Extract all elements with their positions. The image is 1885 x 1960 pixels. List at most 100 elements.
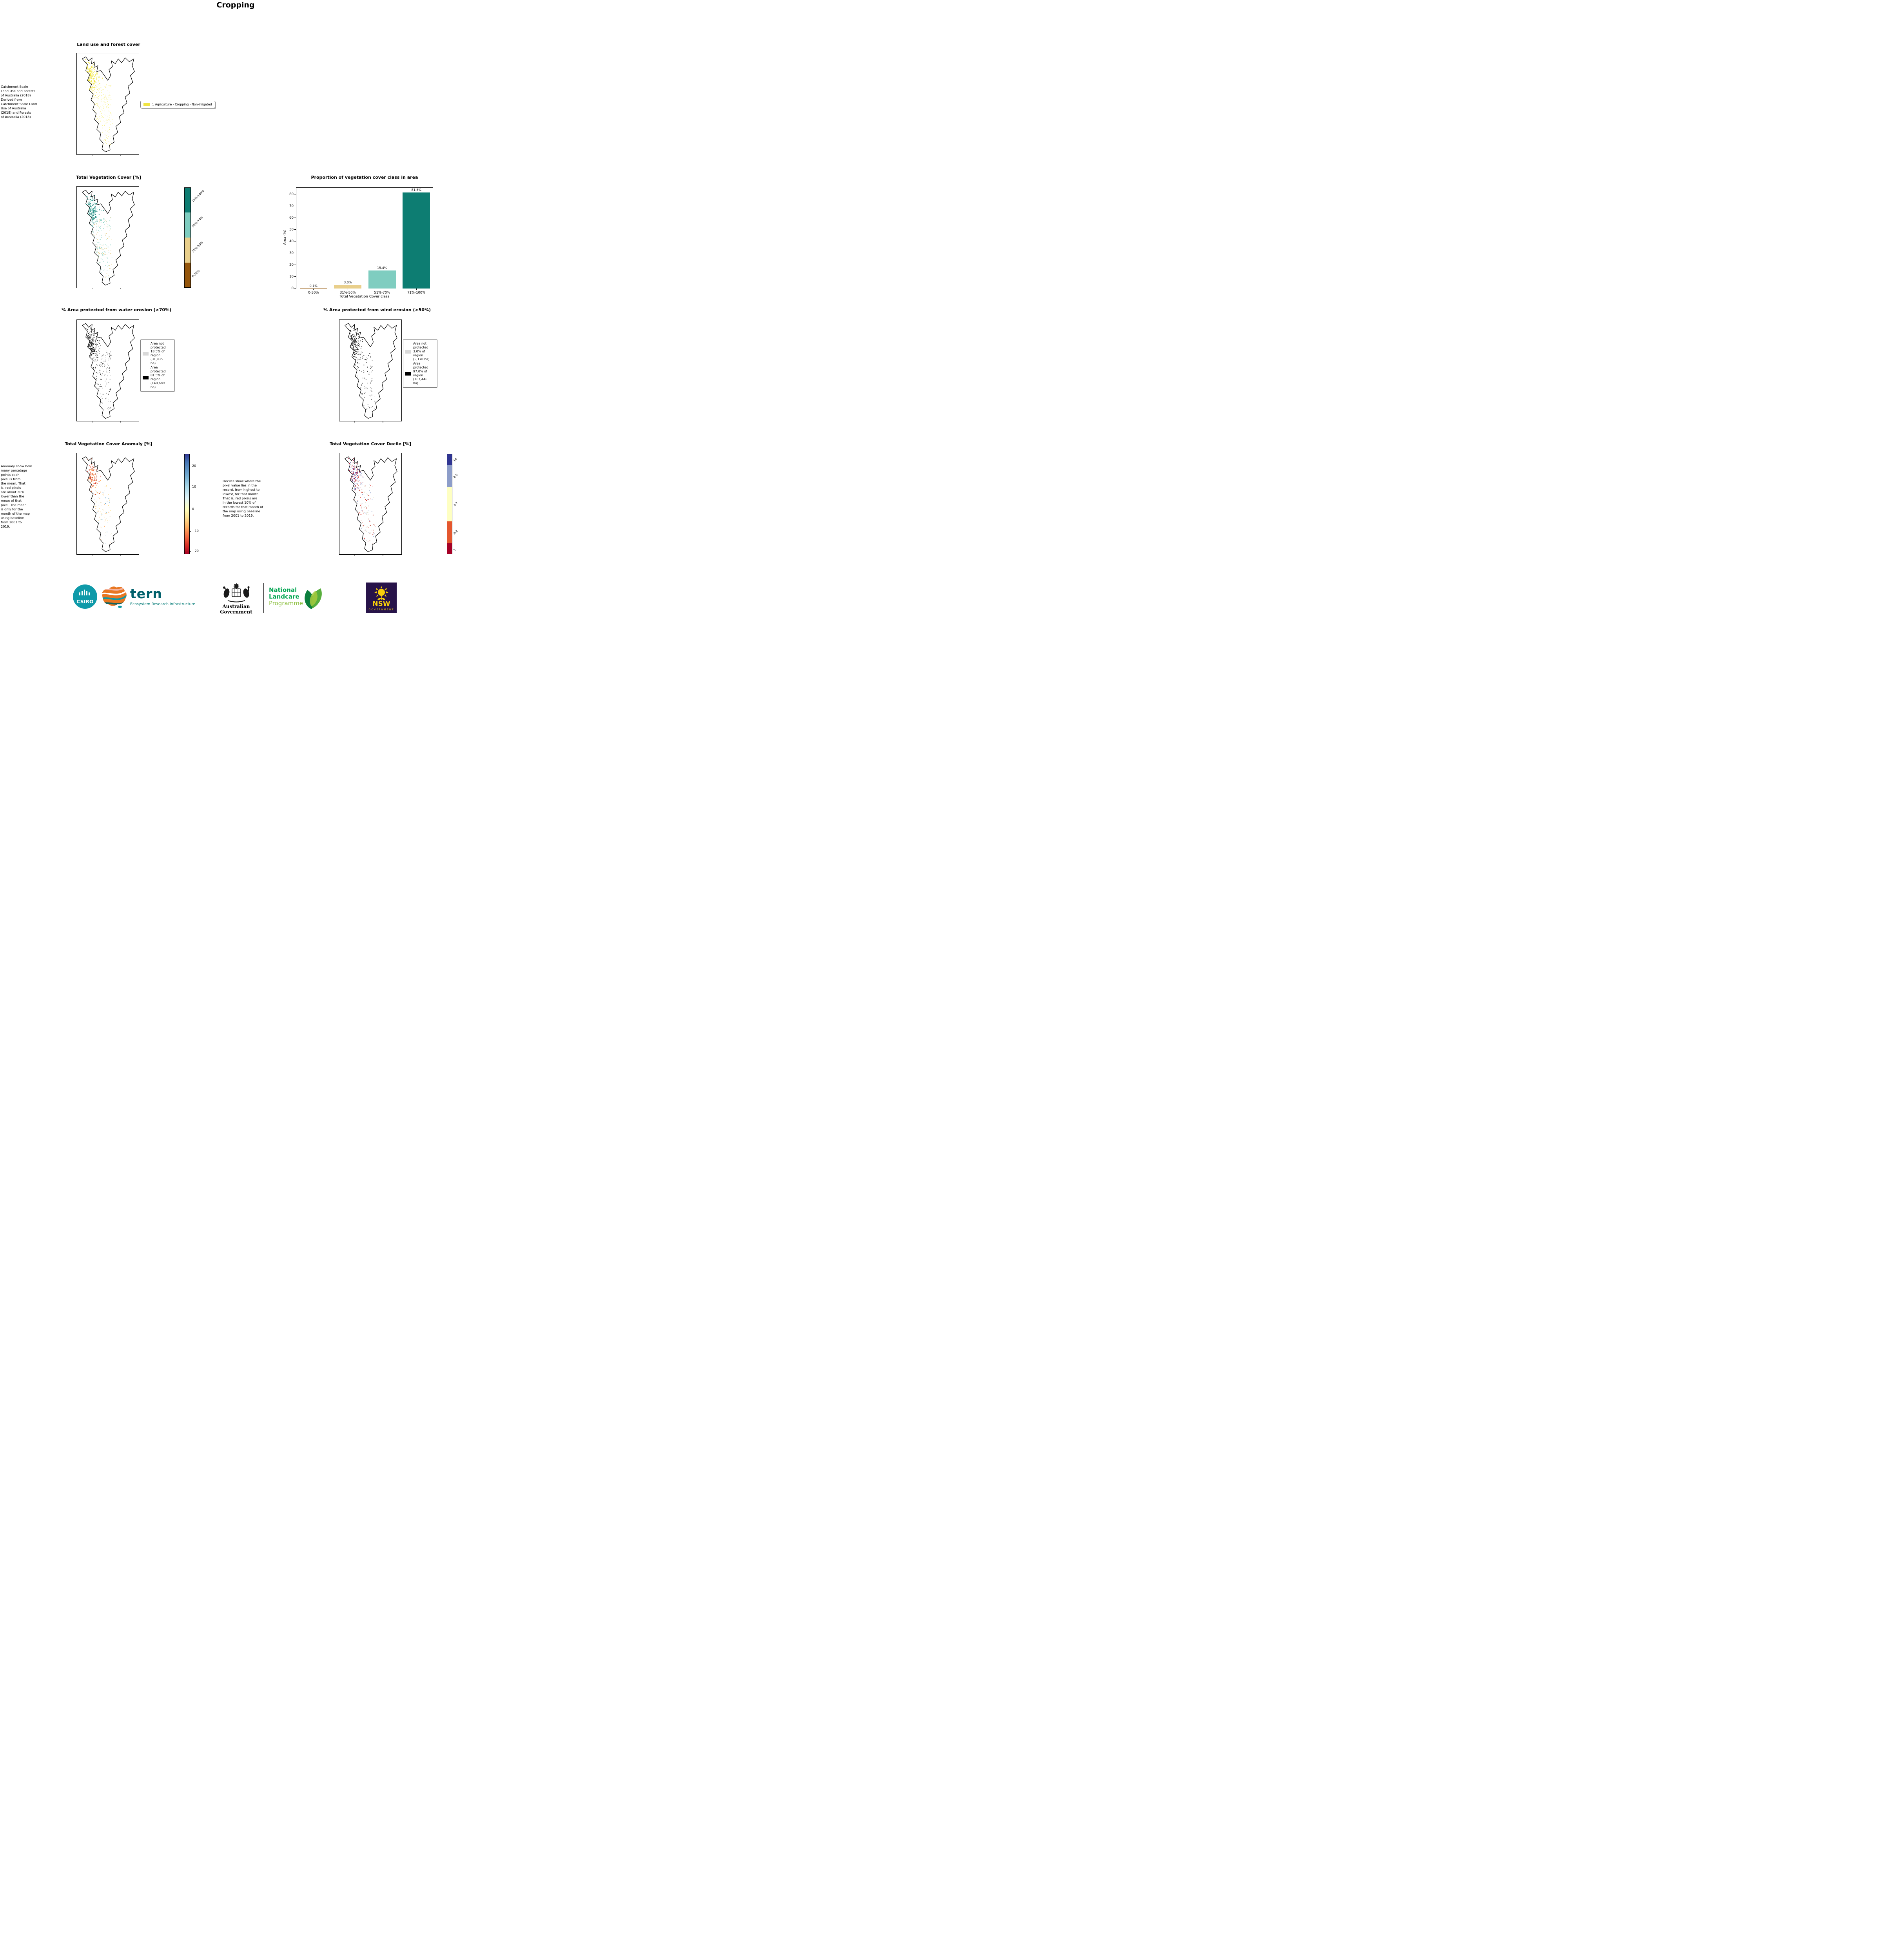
- colorbar-class-label: 31%-50%: [191, 240, 204, 253]
- map-frame: [76, 186, 139, 288]
- proportion-chart-title: Proportion of vegetation cover class in …: [311, 175, 418, 180]
- map-frame: [76, 319, 139, 421]
- anomaly-map: [76, 453, 139, 556]
- y-tick-mark: [294, 229, 296, 230]
- colorbar-frame: [447, 454, 452, 554]
- bar-71%-100%: [403, 192, 430, 289]
- x-tick-label: 71%-100%: [407, 291, 426, 295]
- map-speckles: [85, 327, 112, 412]
- colorbar-segment: [447, 465, 452, 487]
- colorbar-segment: [447, 521, 452, 543]
- legend-entry: Area not protected 3.0% of region (5,178…: [405, 342, 435, 361]
- anomaly-colorbar: 20 10 0 −10 −20: [184, 454, 199, 554]
- colorbar-segment: [184, 238, 191, 263]
- legend-entry: Area not protected 18.5% of region (31,9…: [143, 342, 172, 365]
- catchment-boundary: [82, 456, 135, 552]
- colorbar-tick-label: −20: [192, 549, 199, 553]
- colorbar-frame: [184, 187, 191, 288]
- wind-panel-title: % Area protected from wind erosion (>50%…: [323, 307, 431, 312]
- x-tick-mark: [416, 289, 417, 290]
- colorbar-class-label: 51%-70%: [191, 215, 204, 228]
- landuse-map: [76, 53, 139, 156]
- catchment-boundary: [82, 323, 135, 419]
- colorbar-segment: [184, 187, 191, 212]
- map-speckles: [348, 458, 376, 544]
- map-frame: [76, 53, 139, 155]
- map-speckles: [85, 59, 113, 145]
- y-tick-label: 80: [289, 192, 294, 196]
- landuse-legend-swatch: [143, 103, 150, 106]
- nsw-wordmark: NSW: [372, 600, 390, 608]
- colorbar-tick-label: 0: [192, 507, 194, 511]
- nsw-government-label: GOVERNMENT: [369, 608, 394, 611]
- y-tick-label: 10: [289, 274, 294, 279]
- colorbar-class-label: 4-7: [452, 501, 459, 507]
- landuse-legend: 1 Agriculture - Cropping - Non-irrigated: [140, 101, 215, 108]
- vegcover-colorbar: 71%-100% 51%-70% 31%-50% 0-30%: [184, 187, 205, 288]
- y-tick-label: 40: [289, 239, 294, 243]
- x-tick-label: 31%-50%: [339, 291, 356, 295]
- bar-51%-70%: [368, 270, 396, 289]
- y-tick-mark: [294, 276, 296, 277]
- landuse-source-note: Catchment Scale Land Use and Forests of …: [1, 85, 37, 119]
- legend-swatch: [143, 376, 149, 379]
- nsw-government-logo: NSW GOVERNMENT: [366, 583, 397, 613]
- chart-y-axis-label: Area (%): [283, 229, 287, 245]
- colorbar-tick-label: −10: [192, 529, 199, 533]
- catchment-boundary: [345, 456, 397, 552]
- colorbar-class-label: 1: [452, 548, 457, 552]
- landuse-legend-label: 1 Agriculture - Cropping - Non-irrigated: [152, 103, 212, 106]
- decile-note: Deciles show where the pixel value lies …: [223, 479, 263, 517]
- csiro-wordmark: CSIRO: [76, 599, 93, 604]
- map-frame: [76, 453, 139, 555]
- map-speckles: [86, 458, 112, 544]
- csiro-sound-marks: [79, 590, 90, 595]
- nlp-leaves-icon: [305, 588, 322, 609]
- y-tick-label: 20: [289, 263, 294, 267]
- colorbar-segment: [184, 212, 191, 238]
- decile-map: [339, 453, 402, 556]
- legend-entry: Area protected 81.5% of region (140,689 …: [143, 366, 172, 389]
- colorbar-class-label: 71%-100%: [191, 189, 205, 203]
- y-tick-label: 70: [289, 204, 294, 208]
- proportion-bar-chart: 0 10 20 30 40 50 60 70 80 0.1% 0-30% 3.0% 31%-50% 15.…: [289, 187, 433, 295]
- tern-wordmark: tern: [130, 586, 162, 601]
- anomaly-note: Anomaly show how many percetage points e…: [1, 464, 32, 528]
- colorbar-segment: [447, 487, 452, 521]
- bar-31%-50%: [334, 285, 362, 289]
- colorbar-class-label: 8-9: [452, 473, 459, 479]
- y-tick-label: 30: [289, 251, 294, 255]
- australian-government-wordmark: Australian Government: [220, 604, 252, 615]
- legend-swatch: [405, 350, 411, 354]
- australian-government-logo: Australian Government: [214, 583, 259, 615]
- colorbar-segment: [447, 454, 452, 465]
- colorbar-class-label: 10: [452, 457, 458, 463]
- legend-swatch: [405, 372, 411, 376]
- chart-x-axis-label: Total Vegetation Cover class: [339, 295, 390, 299]
- csiro-logo: CSIRO: [73, 584, 97, 609]
- decile-colorbar: 10 8-9 4-7 2-3 1: [447, 454, 459, 554]
- colorbar-class-label: 2-3: [452, 529, 459, 535]
- bar-value-label: 15.4%: [377, 266, 387, 270]
- water-erosion-legend: Area not protected 18.5% of region (31,9…: [140, 339, 175, 392]
- wind-erosion-legend: Area not protected 3.0% of region (5,178…: [403, 339, 437, 388]
- y-tick-label: 60: [289, 216, 294, 220]
- colorbar-class-label: 0-30%: [191, 269, 201, 278]
- anomaly-panel-title: Total Vegetation Cover Anomaly [%]: [65, 441, 152, 446]
- legend-entry-text: Area protected 81.5% of region (140,689 …: [151, 366, 166, 389]
- map-frame: [339, 319, 402, 421]
- vegcover-map: [76, 186, 139, 289]
- catchment-boundary: [82, 190, 135, 286]
- decile-panel-title: Total Vegetation Cover Decile [%]: [329, 441, 412, 446]
- vegcover-panel-title: Total Vegetation Cover [%]: [76, 175, 142, 180]
- legend-entry-text: Area not protected 3.0% of region (5,178…: [413, 342, 430, 361]
- nlp-line-programme: Programme: [269, 599, 303, 607]
- nlp-wordmark: National Landcare Programme: [269, 587, 303, 606]
- bar-value-label: 81.5%: [411, 188, 421, 192]
- legend-swatch: [143, 352, 149, 356]
- tern-logo: tern Ecosystem Research Infrastructure: [130, 587, 195, 606]
- x-tick-mark: [313, 289, 314, 290]
- nlp-line-national: National: [269, 586, 297, 593]
- x-tick-label: 51%-70%: [374, 291, 390, 295]
- map-speckles: [349, 325, 376, 410]
